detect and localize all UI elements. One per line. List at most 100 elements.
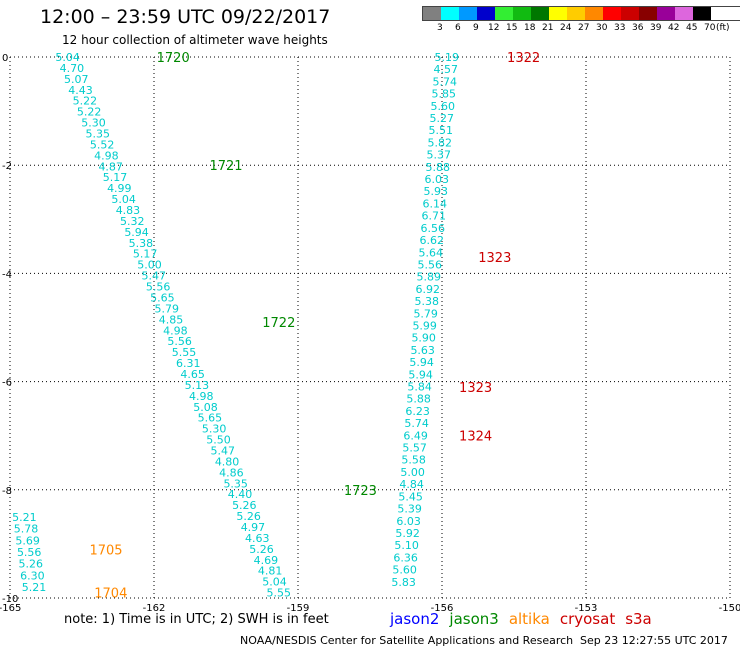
swh-value: 6.23 <box>405 405 430 418</box>
swh-value: 5.56 <box>167 335 192 348</box>
legend-unit: (ft) <box>716 23 730 33</box>
legend-label: 18 <box>524 23 536 33</box>
swh-value: 5.07 <box>64 73 89 86</box>
swh-value: 5.08 <box>193 401 218 414</box>
lat-tick-label: -2 <box>2 161 12 172</box>
swh-value: 5.13 <box>185 379 210 392</box>
legend-swatch <box>513 7 531 20</box>
swh-value: 5.79 <box>413 307 438 320</box>
swh-value: 5.04 <box>262 576 287 589</box>
legend-swatch <box>495 7 513 20</box>
swh-value: 4.97 <box>241 521 266 534</box>
lat-tick-label: -10 <box>2 594 18 605</box>
swh-value: 5.60 <box>431 100 456 113</box>
lon-tick-label: -153 <box>575 603 598 612</box>
time-label: 1720 <box>157 51 190 66</box>
swh-value: 5.65 <box>198 412 223 425</box>
time-label: 1323 <box>459 381 492 396</box>
swh-value: 4.98 <box>189 390 214 403</box>
legend-label: 27 <box>578 23 590 33</box>
swh-value: 5.94 <box>124 226 149 239</box>
swh-value: 4.63 <box>245 532 270 545</box>
swh-value: 5.94 <box>408 368 433 381</box>
swh-value: 5.56 <box>146 281 171 294</box>
swh-value: 5.26 <box>249 543 274 556</box>
legend-swatch <box>621 7 639 20</box>
legend-swatch <box>423 7 441 20</box>
time-label: 1722 <box>262 316 295 331</box>
lon-tick-label: -162 <box>143 603 166 612</box>
legend-label: 21 <box>542 23 554 33</box>
swh-value: 6.03 <box>396 515 421 528</box>
time-label: 1322 <box>507 51 540 66</box>
swh-value: 4.70 <box>60 62 85 75</box>
swh-value: 5.38 <box>129 237 154 250</box>
swh-value: 4.87 <box>98 160 123 173</box>
legend-swatch <box>693 7 711 20</box>
swh-value: 5.89 <box>416 271 441 284</box>
swh-value: 5.84 <box>407 381 432 394</box>
swh-value: 5.78 <box>14 523 39 536</box>
swh-value: 4.57 <box>434 63 459 76</box>
swh-value: 5.94 <box>409 356 434 369</box>
swh-value: 5.32 <box>120 215 145 228</box>
swh-value: 6.49 <box>403 429 428 442</box>
swh-value: 4.99 <box>107 182 132 195</box>
swh-value: 5.17 <box>103 171 128 184</box>
swh-value: 5.65 <box>150 291 175 304</box>
legend-swatch <box>585 7 603 20</box>
legend-label: 6 <box>455 23 461 33</box>
time-label: 1704 <box>94 587 127 602</box>
swh-value: 5.37 <box>427 149 452 162</box>
swh-value: 4.80 <box>215 455 240 468</box>
lat-tick-label: -6 <box>2 378 12 389</box>
lat-tick-label: -4 <box>2 269 12 280</box>
swh-value: 4.83 <box>116 204 141 217</box>
swh-value: 5.74 <box>433 75 458 88</box>
swh-value: 5.47 <box>142 270 167 283</box>
satellite-jason3-label: jason3 <box>449 610 499 628</box>
swh-value: 5.30 <box>202 423 227 436</box>
swh-value: 5.30 <box>81 117 106 130</box>
lon-tick-label: -150 <box>719 603 740 612</box>
legend-label: 70 <box>704 23 716 33</box>
swh-value: 4.98 <box>163 324 188 337</box>
swh-value: 5.90 <box>411 332 436 345</box>
color-legend: 3 6 9 12 15 18 21 24 27 30 33 36 39 42 45 70 (ft) <box>422 6 740 35</box>
swh-value: 5.92 <box>395 527 420 540</box>
swh-value: 5.38 <box>414 295 439 308</box>
swh-value: 5.79 <box>154 302 179 315</box>
swh-value: 4.40 <box>228 488 253 501</box>
swh-value: 5.00 <box>137 259 162 272</box>
swh-value: 5.52 <box>90 138 115 151</box>
satellite-legend: jason2 jason3 altika cryosat s3a <box>390 610 662 628</box>
legend-label: 24 <box>560 23 572 33</box>
swh-value: 5.26 <box>19 558 44 571</box>
legend-swatch <box>657 7 675 20</box>
swh-value: 5.57 <box>402 442 427 455</box>
footer-note: note: 1) Time is in UTC; 2) SWH is in fe… <box>64 612 329 627</box>
swh-value: 5.88 <box>406 393 431 406</box>
page-subtitle: 12 hour collection of altimeter wave hei… <box>62 33 328 47</box>
time-label: 1323 <box>478 251 511 266</box>
swh-value: 5.55 <box>267 587 292 600</box>
legend-swatch <box>639 7 657 20</box>
swh-value: 4.43 <box>68 84 93 97</box>
swh-value: 5.35 <box>86 128 111 141</box>
lon-tick-label: -165 <box>0 603 21 612</box>
legend-label: 9 <box>473 23 479 33</box>
legend-label: 3 <box>437 23 443 33</box>
legend-swatch <box>531 7 549 20</box>
time-label: 1723 <box>344 484 377 499</box>
swh-value: 4.81 <box>258 565 283 578</box>
swh-value: 5.04 <box>55 51 80 64</box>
swh-value: 6.31 <box>176 357 201 370</box>
time-label: 1324 <box>459 430 492 445</box>
swh-value: 5.64 <box>418 246 443 259</box>
swh-value: 5.35 <box>223 477 248 490</box>
legend-swatch <box>675 7 693 20</box>
swh-value: 4.69 <box>254 554 279 567</box>
swh-value: 5.39 <box>397 503 422 516</box>
legend-swatch <box>441 7 459 20</box>
lon-tick-label: -156 <box>431 603 454 612</box>
